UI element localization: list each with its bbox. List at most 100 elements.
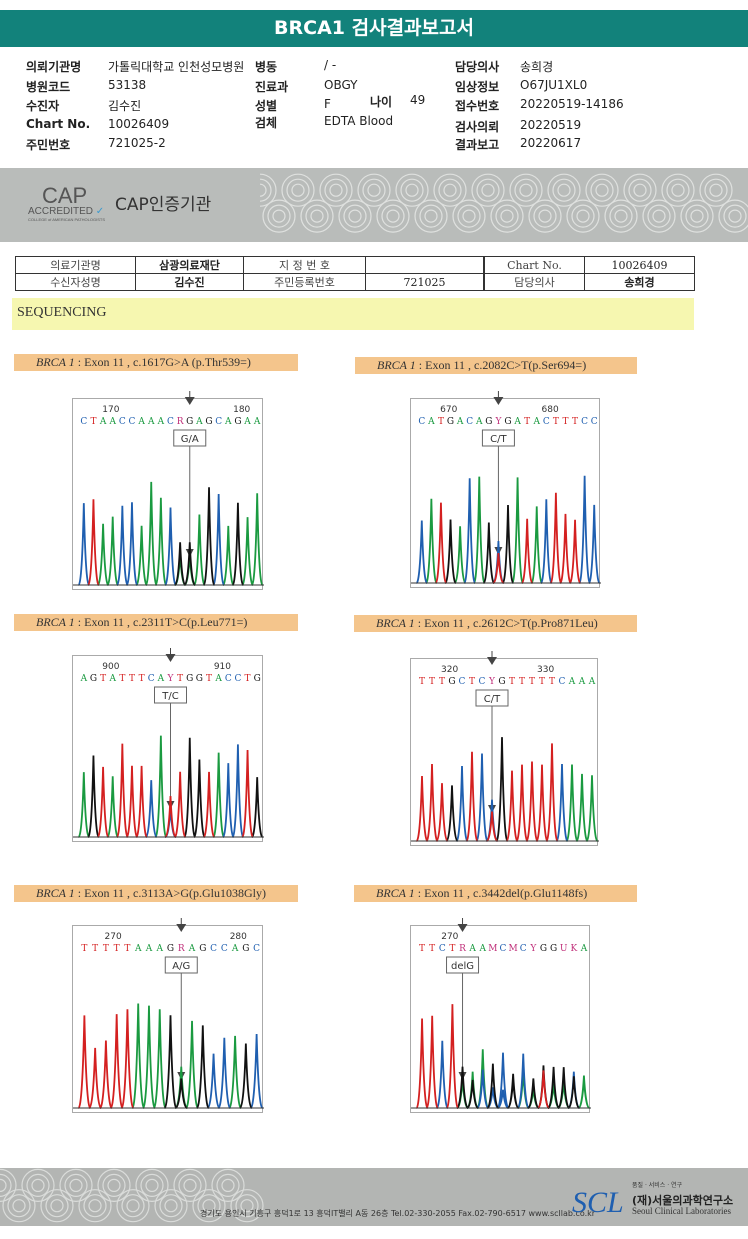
cloud-swirl (671, 183, 685, 197)
cloud-swirl (216, 1173, 240, 1197)
cloud-swirl (2, 1189, 36, 1223)
trace-G (163, 1015, 253, 1109)
cloud-swirl (164, 1199, 178, 1213)
cloud-swirl (12, 1199, 26, 1213)
variant-description: : Exon 11 , c.2612C>T(p.Pro871Leu) (414, 616, 598, 630)
variant-description: : Exon 11 , c.2311T>C(p.Leu771=) (74, 615, 248, 629)
base-call: G (234, 417, 241, 427)
cloud-swirl (680, 199, 714, 233)
info-label: 검체 (255, 116, 278, 130)
cloud-swirl (262, 199, 296, 233)
base-call: A (588, 677, 596, 687)
base-call: R (177, 417, 184, 427)
genotype-call: G/A (181, 434, 199, 445)
base-call: C (543, 417, 550, 427)
cloud-swirl (88, 1199, 102, 1213)
cloud-swirl (367, 183, 381, 197)
info-value: F (324, 97, 331, 111)
base-call: A (134, 944, 142, 954)
base-call: T (439, 677, 445, 687)
cloud-swirl (31, 1178, 45, 1192)
base-call: C (459, 677, 466, 687)
cloud-swirl (45, 1194, 69, 1218)
info-value: 721025-2 (108, 136, 166, 150)
cap-logo: CAP ACCREDITED ✓ COLLEGE of AMERICAN PAT… (28, 183, 105, 223)
base-call: T (469, 677, 475, 687)
variant-label: BRCA 1 : Exon 11 , c.1617G>A (p.Thr539=) (14, 354, 298, 371)
base-call: G (540, 944, 547, 954)
cloud-swirl (183, 1178, 197, 1192)
cloud-swirl (240, 1199, 254, 1213)
base-call: A (513, 417, 521, 427)
cloud-swirl (576, 209, 590, 223)
cloud-swirl (159, 1194, 183, 1218)
cloud-swirl (457, 204, 481, 228)
base-call: T (139, 674, 145, 684)
cloud-swirl (519, 183, 533, 197)
cloud-swirl (40, 1189, 74, 1223)
report-title: BRCA1 검사결과보고서 (0, 10, 748, 47)
cloud-swirl (26, 1173, 50, 1197)
base-call: A (157, 417, 165, 427)
footer-org-en: Seoul Clinical Laboratories (632, 1206, 731, 1216)
base-call: T (524, 417, 530, 427)
trace-G (173, 487, 245, 586)
cloud-swirl (324, 178, 348, 202)
cloud-swirl (666, 178, 690, 202)
cloud-swirl (338, 199, 372, 233)
cloud-swirl (723, 204, 747, 228)
trace-C (455, 753, 569, 842)
cloud-swirl (495, 204, 519, 228)
base-call: A (231, 944, 239, 954)
gene-name: BRCA 1 (376, 616, 415, 630)
cloud-swirl (405, 183, 419, 197)
trace-A (425, 476, 543, 584)
cloud-swirl (424, 209, 438, 223)
base-call: T (100, 674, 106, 684)
base-call: T (572, 417, 578, 427)
cloud-swirl (319, 173, 353, 207)
base-call: G (167, 944, 174, 954)
base-call: T (509, 677, 515, 687)
info-value: EDTA Blood (324, 114, 394, 128)
base-call: A (427, 417, 435, 427)
cloud-swirl (300, 199, 334, 233)
arrow-icon (165, 654, 176, 662)
base-call: T (449, 944, 455, 954)
doctor-label: 담당의사 (484, 273, 585, 291)
cloud-swirl (699, 173, 733, 207)
cloud-swirl (173, 1168, 207, 1202)
trace-C (77, 493, 225, 586)
cloud-swirl (116, 1189, 150, 1223)
base-call: Y (529, 944, 537, 954)
base-call: C (129, 417, 136, 427)
cloud-swirl (557, 183, 571, 197)
position-tick: 320 (441, 665, 458, 675)
base-call: A (188, 944, 196, 954)
arrow-icon (457, 924, 468, 932)
base-call: A (568, 677, 576, 687)
base-call: G (242, 944, 249, 954)
info-value: OBGY (324, 78, 358, 92)
cloud-swirl (490, 199, 524, 233)
doctor-value: 송희경 (584, 273, 695, 291)
cloud-swirl (267, 204, 291, 228)
base-call: A (253, 417, 261, 427)
info-value: 20220617 (520, 136, 582, 150)
base-call: A (108, 417, 116, 427)
base-call: T (103, 944, 109, 954)
variant-label: BRCA 1 : Exon 11 , c.2311T>C(p.Leu771=) (14, 614, 298, 631)
base-call: G (550, 944, 557, 954)
base-call: M (509, 944, 518, 954)
cloud-swirl (376, 199, 410, 233)
cloud-swirl (154, 1189, 188, 1223)
cloud-swirl (21, 1168, 55, 1202)
cloud-swirl (64, 1173, 88, 1197)
arrow-icon (176, 924, 187, 932)
info-label: 접수번호 (455, 99, 500, 113)
base-call: C (221, 944, 228, 954)
cap-banner: CAP ACCREDITED ✓ COLLEGE of AMERICAN PAT… (0, 168, 748, 242)
cloud-swirl (0, 1168, 17, 1202)
cloud-swirl (381, 204, 405, 228)
cloud-swirl (362, 178, 386, 202)
